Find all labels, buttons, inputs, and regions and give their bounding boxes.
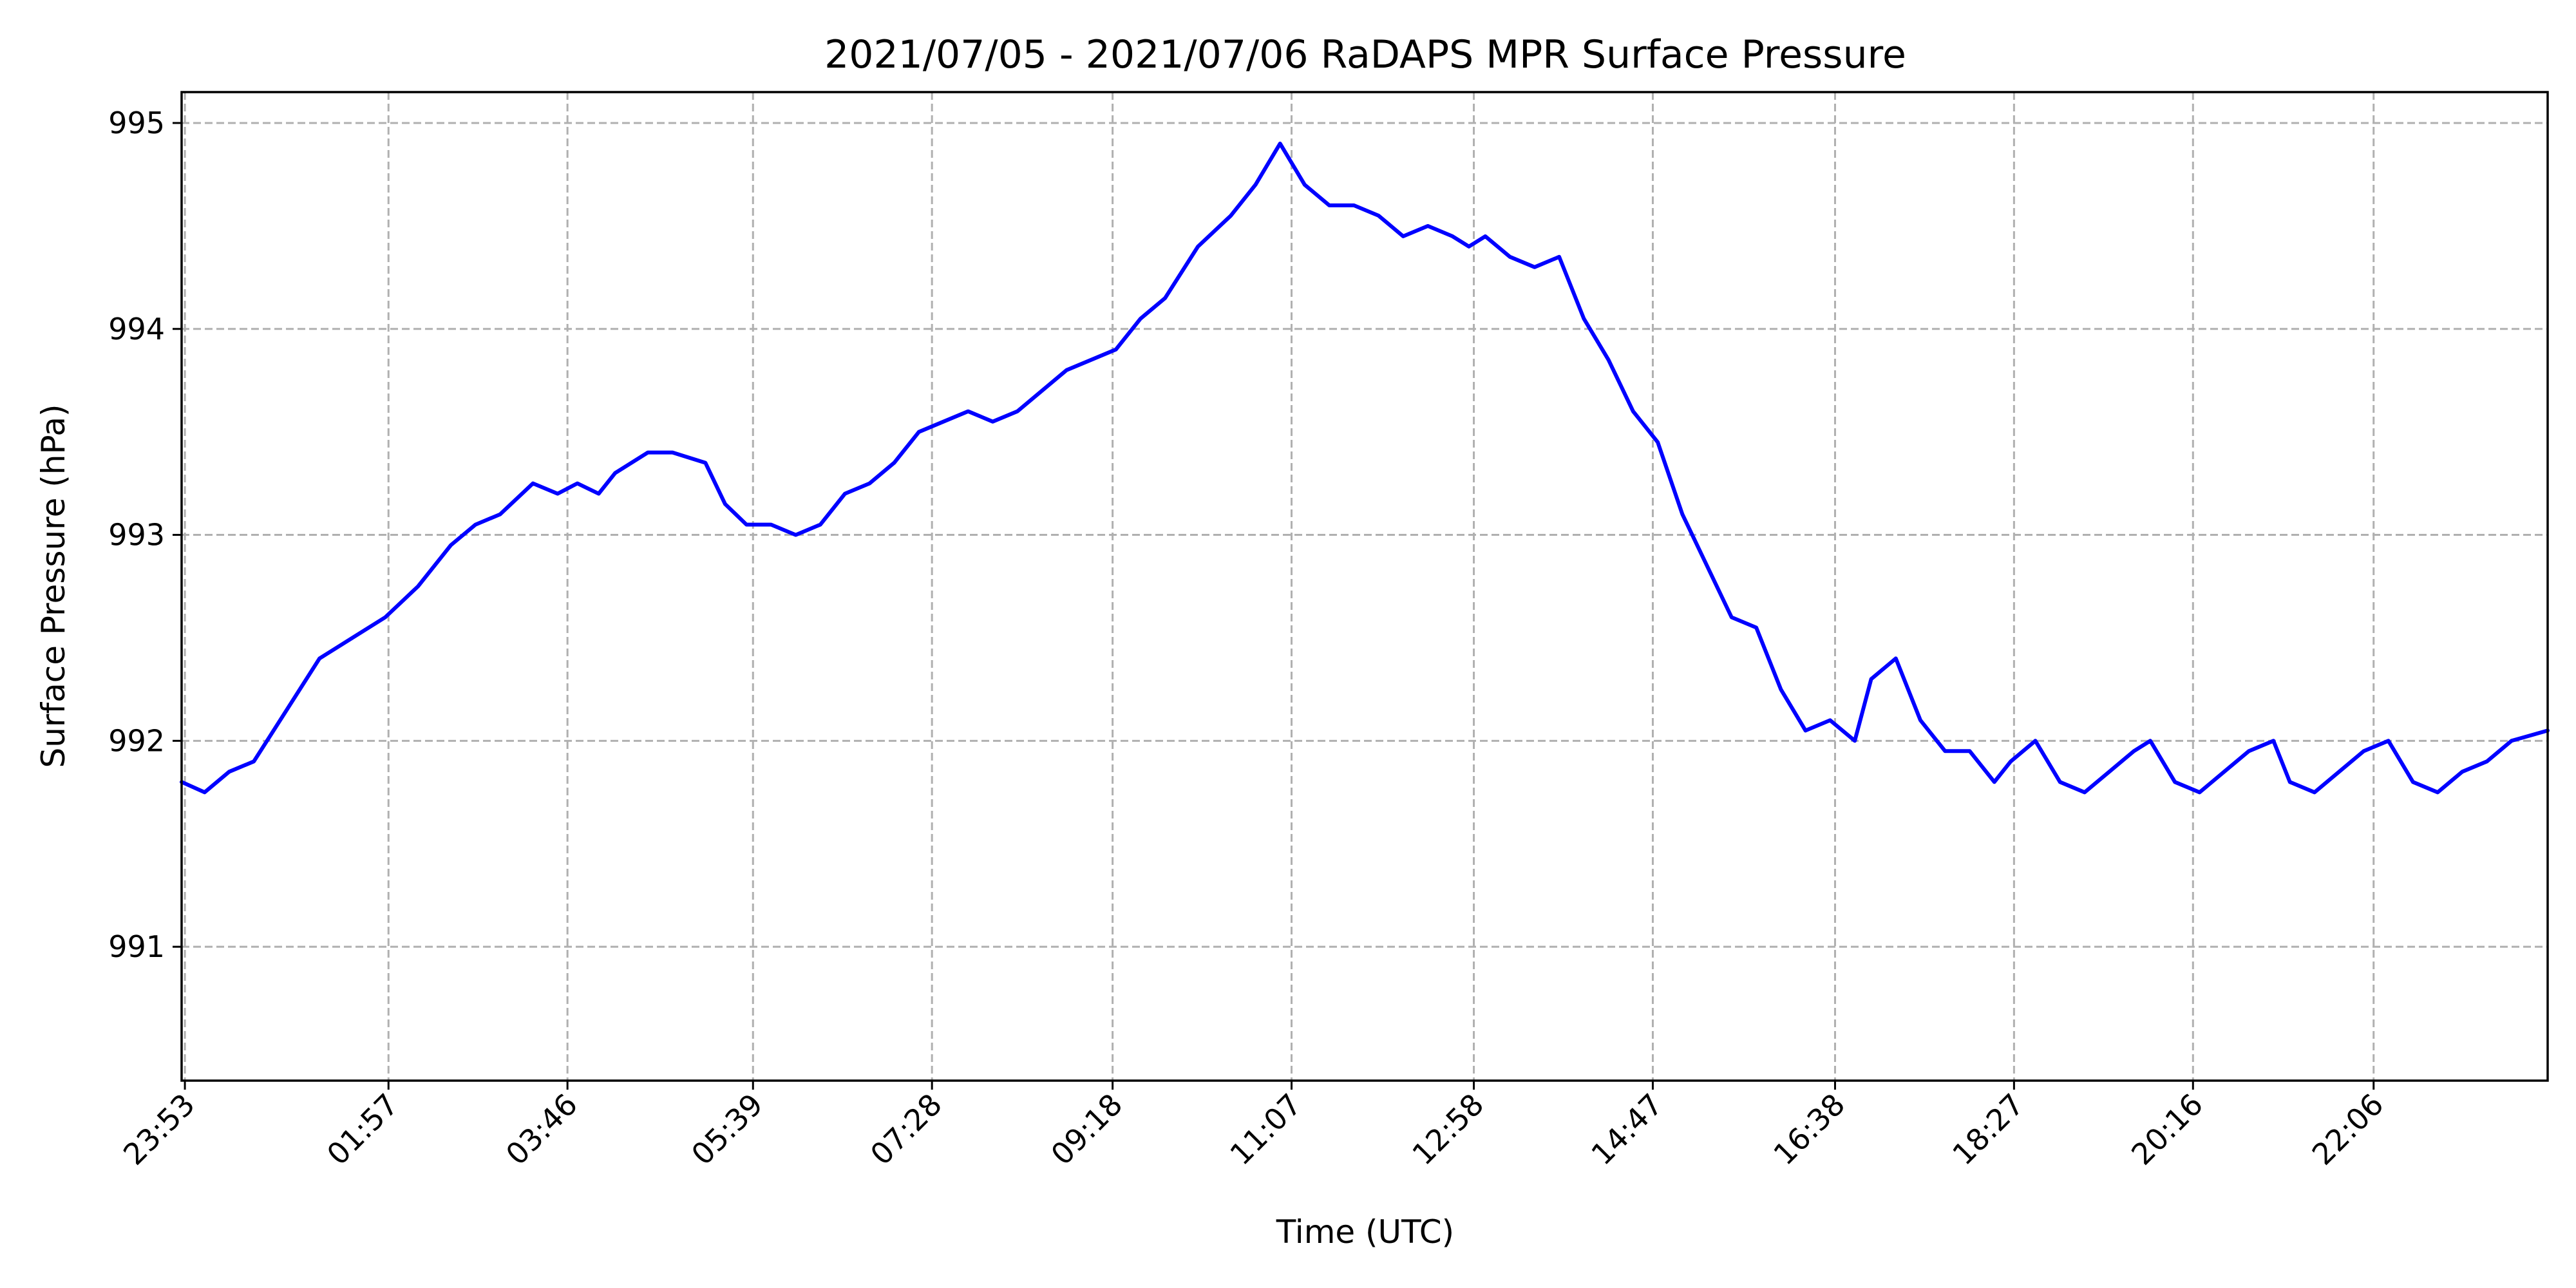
grid [182, 92, 2548, 1081]
y-tick-label: 995 [108, 106, 165, 140]
x-axis-title: Time (UTC) [1276, 1213, 1454, 1251]
y-axis-title: Surface Pressure (hPa) [35, 404, 72, 768]
pressure-series-line [180, 141, 2550, 795]
y-tick-label: 992 [108, 723, 165, 758]
y-axis: 991 992 993 994 995 [108, 106, 182, 964]
y-tick-label: 994 [108, 312, 165, 346]
plot-frame [180, 91, 2549, 1082]
y-tick-label: 993 [108, 518, 165, 553]
y-tick-label: 991 [108, 929, 165, 964]
series-layer [180, 141, 2550, 795]
chart-title: 2021/07/05 - 2021/07/06 RaDAPS MPR Surfa… [824, 32, 1906, 77]
